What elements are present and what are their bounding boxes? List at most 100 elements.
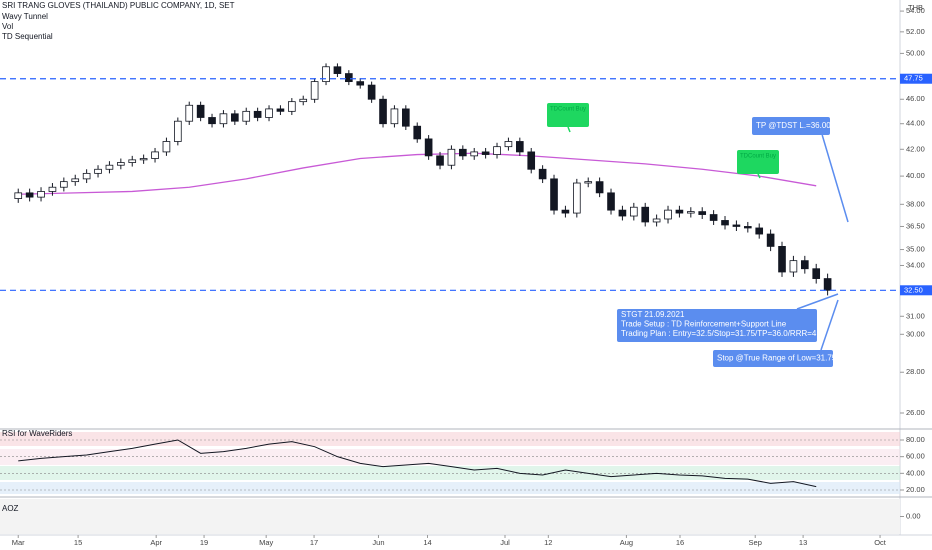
- candle-body: [94, 168, 102, 174]
- candle-body: [345, 73, 353, 83]
- candle-body: [573, 182, 581, 214]
- candle-body: [812, 268, 821, 279]
- candle-body: [424, 138, 433, 157]
- annotation-box: [617, 309, 817, 342]
- x-tick-label: 17: [310, 538, 318, 547]
- candle-body: [823, 278, 832, 291]
- rsi-band: [0, 466, 900, 480]
- candle-body: [14, 192, 23, 199]
- candle-body: [709, 214, 718, 221]
- candle-body: [219, 113, 228, 125]
- y-tick-label: 30.00: [906, 329, 925, 338]
- x-tick-label: 16: [676, 538, 684, 547]
- x-tick-label: May: [259, 538, 273, 547]
- x-tick-label: 14: [423, 538, 431, 547]
- rsi-line: [18, 439, 817, 488]
- candle-body: [778, 246, 786, 273]
- candle-body: [37, 191, 45, 198]
- candle-body: [732, 224, 741, 227]
- candle-body: [481, 151, 490, 155]
- x-tick-label: Oct: [874, 538, 887, 547]
- annotation-pointer: [567, 126, 571, 133]
- candle-body: [231, 113, 239, 122]
- candle-body: [755, 227, 764, 235]
- candle-body: [743, 226, 752, 229]
- x-tick-label: Jul: [500, 538, 510, 547]
- indicator-label: Wavy Tunnel: [2, 12, 48, 21]
- annotation-box: [547, 103, 589, 127]
- candle-body: [322, 66, 330, 83]
- candle-body: [470, 151, 479, 157]
- y-tick-label: 42.00: [906, 144, 925, 153]
- candle-body: [641, 206, 650, 223]
- candle-body: [174, 120, 182, 142]
- candle-body: [789, 260, 798, 273]
- y-tick-label: 40.00: [906, 468, 925, 477]
- candle-body: [618, 209, 627, 217]
- candle-body: [402, 108, 410, 127]
- pane-title: RSI for WaveRiders: [2, 429, 72, 438]
- level-label: 47.75: [904, 74, 923, 83]
- y-tick-label: 35.00: [906, 245, 925, 254]
- candle-body: [310, 81, 319, 100]
- candle-body: [766, 233, 775, 247]
- candle-body: [151, 151, 159, 159]
- annotation-box: [713, 350, 833, 367]
- y-tick-label: 60.00: [906, 452, 925, 461]
- y-tick-label: 80.00: [906, 435, 925, 444]
- x-tick-label: Sep: [749, 538, 762, 547]
- indicator-label: Vol: [2, 22, 13, 31]
- y-tick-label: 36.50: [906, 221, 925, 230]
- candle-body: [276, 108, 285, 112]
- candle-body: [629, 206, 638, 217]
- candle-body: [208, 117, 216, 125]
- candle-body: [516, 141, 524, 153]
- x-tick-label: Jun: [372, 538, 384, 547]
- candle-body: [686, 211, 695, 214]
- candle-body: [538, 168, 547, 180]
- annotation-box: [752, 117, 830, 135]
- y-tick-label: 34.00: [906, 260, 925, 269]
- candle-body: [71, 178, 80, 183]
- x-tick-label: Mar: [12, 538, 25, 547]
- candle-body: [390, 108, 399, 125]
- candle-body: [185, 104, 194, 122]
- y-tick-label: 46.00: [906, 94, 925, 103]
- x-tick-label: 13: [799, 538, 807, 547]
- annotation-box: [737, 150, 779, 174]
- candle-body: [299, 98, 308, 103]
- annotation-text: STGT 21.09.2021: [621, 310, 685, 319]
- level-label-box: [900, 73, 932, 84]
- x-tick-label: 12: [544, 538, 552, 547]
- candle-body: [459, 148, 467, 157]
- annotation-text: TP @TDST L.=36.00: [756, 121, 831, 130]
- tunnel-line: [18, 152, 817, 195]
- candle-body: [379, 98, 387, 125]
- y-tick-label: 40.00: [906, 171, 925, 180]
- candle-body: [493, 146, 501, 155]
- candle-body: [367, 84, 376, 100]
- indicator-label: TD Sequential: [2, 32, 53, 41]
- y-tick-label: 28.00: [906, 367, 925, 376]
- annotation-pointer: [820, 299, 839, 351]
- annotation-text: Trade Setup : TD Reinforcement+Support L…: [621, 320, 787, 329]
- y-tick-label: 44.00: [906, 119, 925, 128]
- candle-body: [253, 110, 262, 118]
- candle-body: [436, 155, 444, 166]
- y-tick-label: 0.00: [906, 511, 921, 520]
- x-tick-label: 19: [200, 538, 208, 547]
- candle-body: [265, 108, 273, 118]
- y-tick-label: 50.00: [906, 48, 925, 57]
- y-tick-label: 38.00: [906, 199, 925, 208]
- annotation-text: Stop @True Range of Low=31.75: [717, 354, 837, 363]
- candle-body: [105, 164, 114, 170]
- candle-body: [413, 125, 422, 140]
- annotation-text: Trading Plan : Entry=32.5/Stop=31.75/TP=…: [621, 329, 828, 338]
- candle-body: [60, 181, 68, 188]
- candle-body: [595, 181, 604, 194]
- y-tick-label: 31.00: [906, 311, 925, 320]
- level-label: 32.50: [904, 285, 923, 294]
- x-tick-label: 15: [74, 538, 82, 547]
- candle-body: [242, 110, 251, 122]
- candle-body: [117, 162, 125, 166]
